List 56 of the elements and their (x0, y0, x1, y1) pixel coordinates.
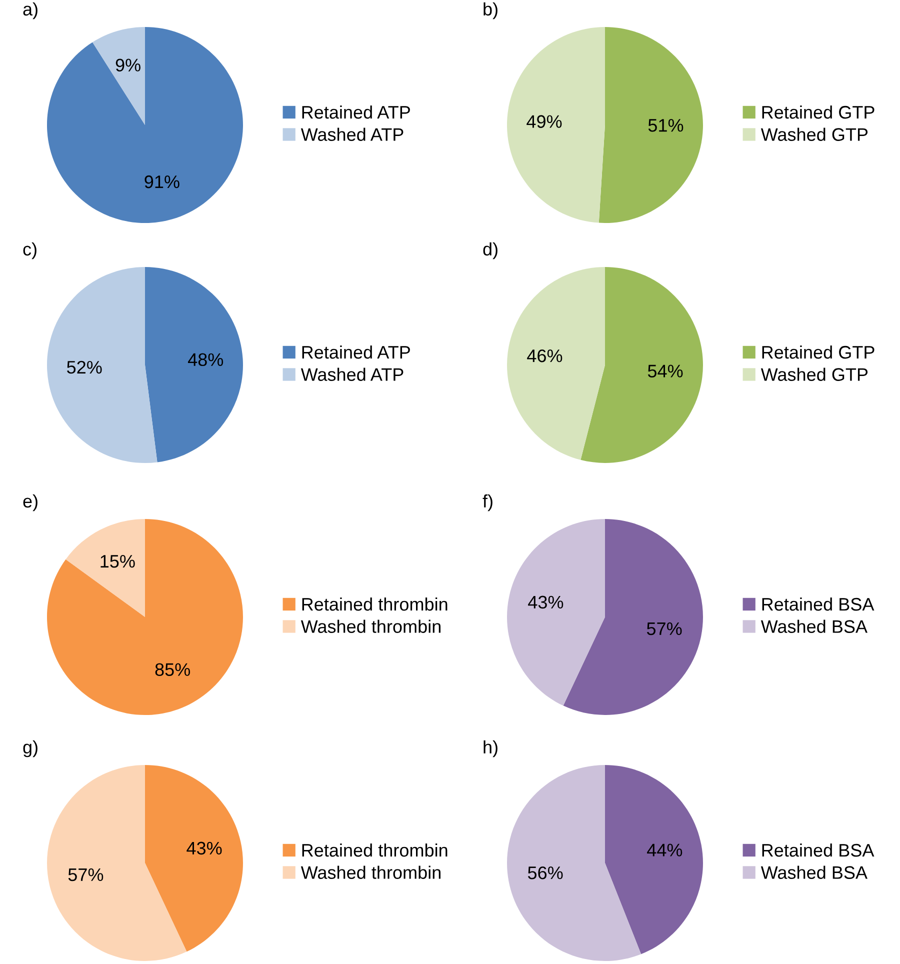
chart-title: e) (23, 494, 38, 512)
data-label: 46% (527, 349, 562, 362)
legend-label: Retained BSA (762, 843, 874, 857)
data-label: 44% (647, 844, 682, 856)
data-label: 9% (116, 58, 140, 72)
legend-label: Washed GTP (760, 368, 868, 381)
legend-label: Retained GTP (762, 345, 874, 359)
pie-slice (507, 519, 605, 706)
data-label: 15% (100, 555, 135, 568)
pie-slice (563, 519, 703, 715)
data-label: 54% (648, 364, 683, 378)
pie-slice (47, 765, 187, 961)
pie-slice (605, 765, 703, 954)
chart-title: c) (23, 242, 36, 260)
legend-label: Washed ATP (300, 368, 404, 381)
data-label: 49% (526, 115, 562, 128)
data-label: 57% (646, 622, 682, 636)
data-label: 43% (528, 596, 564, 609)
pie-slice (145, 765, 243, 952)
pie-slice (47, 27, 243, 223)
data-label: 85% (155, 663, 190, 676)
chart-title: g) (23, 740, 38, 758)
pie-slice (507, 765, 642, 961)
data-label: 48% (188, 353, 224, 366)
legend-label: Washed thrombin (300, 866, 440, 879)
pie-slice (507, 267, 605, 460)
legend-label: Retained thrombin (302, 597, 448, 611)
pie-slice (580, 267, 703, 463)
legend-label: Washed thrombin (300, 620, 440, 633)
legend-label: Retained ATP (302, 345, 410, 359)
legend-label: Washed BSA (760, 620, 868, 633)
pie-slice (92, 27, 145, 125)
data-label: 56% (528, 866, 563, 880)
legend-label: Retained thrombin (302, 843, 448, 857)
legend-label: Washed ATP (300, 128, 404, 141)
pie-slice (47, 267, 158, 463)
chart-title: a) (23, 2, 38, 20)
chart-title: f) (482, 494, 492, 512)
pie-slice (47, 519, 243, 715)
data-label: 52% (67, 360, 102, 374)
data-label: 91% (144, 175, 180, 188)
pie-slice (507, 27, 605, 223)
legend-label: Retained ATP (302, 105, 410, 119)
pie-slice (66, 519, 145, 617)
legend-label: Washed BSA (760, 866, 868, 879)
pie-slice (598, 27, 703, 223)
chart-title: d) (483, 242, 498, 260)
legend-label: Retained BSA (762, 597, 874, 611)
legend-label: Washed GTP (760, 128, 868, 141)
legend-label: Retained GTP (762, 105, 874, 119)
pie-slice (145, 267, 243, 462)
chart-title: h) (484, 740, 498, 758)
data-label: 57% (68, 868, 104, 882)
data-label: 51% (648, 119, 684, 132)
chart-title: b) (484, 2, 498, 20)
data-label: 43% (186, 842, 222, 855)
